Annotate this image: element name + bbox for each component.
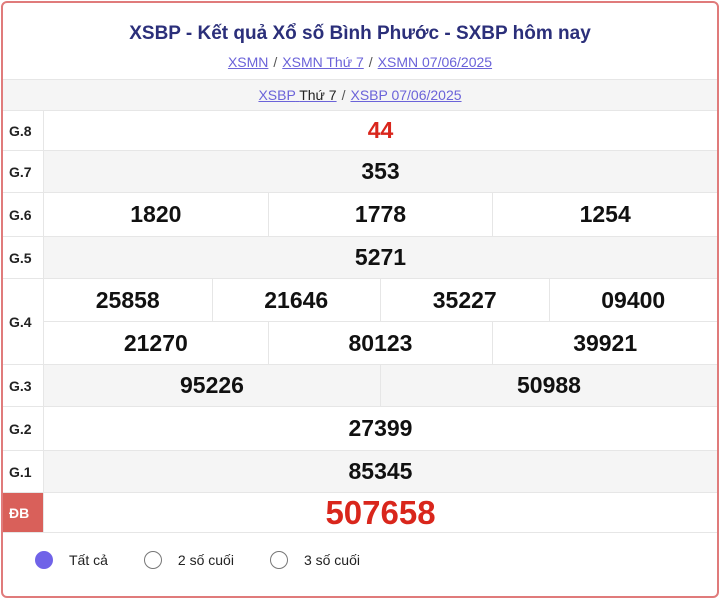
breadcrumb-xsmn-thu7[interactable]: XSMN Thứ 7 [282,54,364,70]
prize-label: G.8 [3,111,44,150]
number-line: 1820 1778 1254 [44,193,717,236]
prize-row-g2: G.2 27399 [3,407,717,451]
prize-numbers: 1820 1778 1254 [44,193,717,236]
prize-row-g6: G.6 1820 1778 1254 [3,193,717,237]
sub-breadcrumb: XSBP Thứ 7/XSBP 07/06/2025 [3,79,717,111]
prize-row-g3: G.3 95226 50988 [3,365,717,407]
prize-number: 21270 [123,329,188,356]
number-line: 353 [44,151,717,192]
thu7-text: Thứ 7 [299,87,337,103]
breadcrumb: XSMN / XSMN Thứ 7/XSMN 07/06/2025 [227,54,493,70]
prize-number: 09400 [548,279,718,321]
prize-number: 1778 [267,193,493,236]
prize-label: G.1 [3,451,44,492]
prize-row-g1: G.1 85345 [3,451,717,493]
prize-number: 1254 [492,193,717,236]
prize-row-g4: G.4 25858 21646 35227 09400 21270 80123 39921 [3,279,717,365]
prize-number: 27399 [348,415,413,441]
prize-label: G.3 [3,365,44,406]
filter-option-1[interactable]: 2 số cuối [143,551,234,569]
prize-numbers: 44 [44,111,717,150]
number-line: 507658 [44,493,717,532]
prize-number: 39921 [492,322,717,364]
prize-row-g5: G.5 5271 [3,237,717,279]
prize-number: 5271 [354,244,407,270]
prize-number: 25858 [95,286,160,313]
filter-option-2[interactable]: 3 số cuối [269,551,360,569]
number-line: 25858 21646 35227 09400 [44,279,717,321]
xsbp-thu7-link[interactable]: XSBP Thứ 7 [258,87,336,103]
number-line: 5271 [44,237,717,278]
prize-label: G.2 [3,407,44,450]
radio-button[interactable] [143,551,162,569]
prize-label: G.4 [3,279,44,364]
prize-number: 35227 [380,279,549,321]
number-line: 27399 [44,407,717,450]
prize-numbers: 85345 [44,451,717,492]
prize-number: 44 [367,117,394,143]
prize-number: 1820 [130,201,182,227]
prize-label: G.5 [3,237,44,278]
prize-number: 50988 [380,365,717,406]
prize-numbers: 353 [44,151,717,192]
prize-numbers: 95226 50988 [44,365,717,406]
prize-label: G.7 [3,151,44,192]
radio-label: 3 số cuối [303,552,360,568]
breadcrumb-xsmn-date[interactable]: XSMN 07/06/2025 [377,54,493,70]
digit-filter: Tất cả 2 số cuối 3 số cuối [35,551,396,569]
radio-label: 2 số cuối [177,552,234,568]
prize-number: 85345 [348,458,413,484]
prize-number: 507658 [325,493,436,531]
prize-row-g7: G.7 353 [3,151,717,193]
prize-number: 95226 [180,372,244,398]
filter-option-0[interactable]: Tất cả [35,551,108,569]
prize-numbers: 25858 21646 35227 09400 21270 80123 39921 [44,279,717,364]
prize-number: 80123 [267,322,493,364]
prize-row-g8: G.8 44 [3,111,717,151]
radio-button[interactable] [269,551,288,569]
prize-label: ĐB [3,493,44,532]
page-title: XSBP - Kết quả Xổ số Bình Phước - SXBP h… [129,23,591,44]
prize-row-đb: ĐB 507658 [3,493,717,533]
prize-number: 21646 [211,279,381,321]
number-line: 95226 50988 [44,365,717,406]
number-line: 85345 [44,451,717,492]
breadcrumb-xsmn[interactable]: XSMN [227,54,269,70]
prize-numbers: 27399 [44,407,717,450]
prize-label: G.6 [3,193,44,236]
prize-number: 353 [361,158,400,184]
xsbp-text: XSBP [258,87,296,103]
prize-numbers: 507658 [44,493,717,532]
radio-label: Tất cả [69,552,108,568]
xsbp-date-link[interactable]: XSBP 07/06/2025 [350,87,462,103]
number-line: 44 [44,111,717,150]
radio-button[interactable] [35,551,53,569]
prize-numbers: 5271 [44,237,717,278]
number-line: 21270 80123 39921 [44,321,717,364]
